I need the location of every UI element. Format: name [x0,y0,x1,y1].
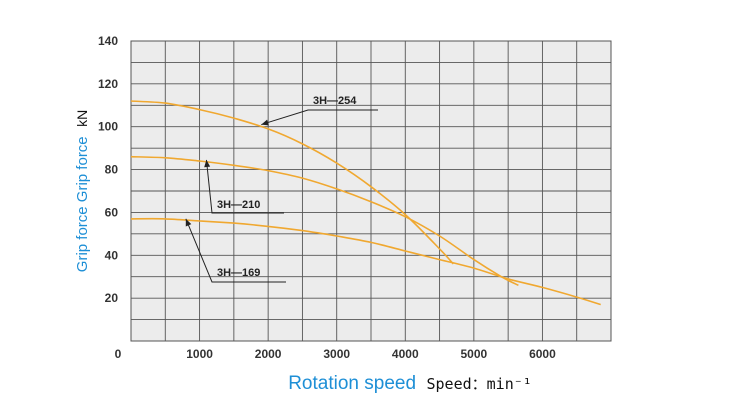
y-tick-label: 120 [98,77,118,91]
callout-group: 3H—254 3H—210 3H—169 [185,95,378,283]
x-axis-label-plain: Speed：min⁻¹ [426,375,531,393]
series-line-3H-254 [130,100,454,265]
x-tick-label: 6000 [529,347,556,361]
x-tick-labels: 0 1000 2000 3000 4000 5000 6000 [115,347,556,361]
callout-arrowhead [204,159,211,168]
y-axis-label: Grip force Grip force kN [74,110,91,272]
grid-lines [130,40,612,342]
y-axis-label-colored: Grip force Grip force [74,136,91,272]
y-tick-label: 20 [105,291,119,305]
x-tick-label: 5000 [461,347,488,361]
y-tick-label: 80 [105,163,119,177]
x-tick-label: 3000 [323,347,350,361]
callout-leader-line [185,218,286,283]
x-tick-label: 4000 [392,347,419,361]
callout-3H-210: 3H—210 [204,159,284,214]
y-tick-label: 60 [105,205,119,219]
x-tick-label: 2000 [255,347,282,361]
y-axis-label-plain: kN [74,110,90,127]
callout-leader-line [261,109,378,126]
callout-3H-169: 3H—169 [185,218,286,283]
x-tick-label: 1000 [186,347,213,361]
y-tick-label: 40 [105,248,119,262]
series-group [130,100,601,306]
callout-label: 3H—210 [217,199,260,211]
y-tick-labels: 20 40 60 80 100 120 140 [98,34,118,305]
x-tick-label: 0 [115,347,122,361]
callout-label: 3H—254 [313,95,357,107]
callout-3H-254: 3H—254 [261,95,378,126]
series-line-3H-169 [130,217,601,306]
x-axis-label-colored: Rotation speed [288,373,416,394]
x-axis-label: Rotation speed Speed：min⁻¹ [288,373,532,394]
callout-label: 3H—169 [217,267,260,279]
callout-arrowhead [185,218,192,227]
callout-leader-line [205,159,284,214]
series-line-3H-210 [130,155,519,287]
y-tick-label: 140 [98,34,118,48]
y-tick-label: 100 [98,120,118,134]
callout-arrowhead [261,119,269,126]
